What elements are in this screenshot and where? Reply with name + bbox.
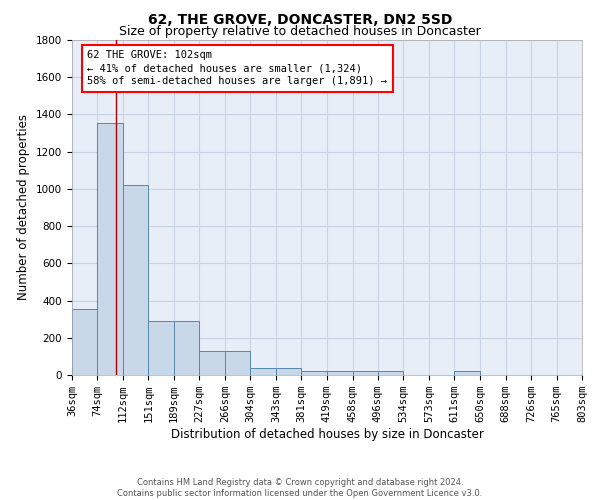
Bar bbox=[353, 372, 378, 375]
Bar bbox=[225, 351, 250, 375]
Bar bbox=[326, 372, 353, 375]
Bar bbox=[97, 123, 122, 375]
Bar bbox=[148, 321, 174, 375]
Bar bbox=[378, 372, 403, 375]
Text: 62 THE GROVE: 102sqm
← 41% of detached houses are smaller (1,324)
58% of semi-de: 62 THE GROVE: 102sqm ← 41% of detached h… bbox=[88, 50, 388, 86]
Bar bbox=[301, 372, 326, 375]
Bar bbox=[454, 372, 480, 375]
Bar bbox=[122, 185, 148, 375]
X-axis label: Distribution of detached houses by size in Doncaster: Distribution of detached houses by size … bbox=[170, 428, 484, 441]
Bar bbox=[72, 309, 97, 375]
Y-axis label: Number of detached properties: Number of detached properties bbox=[17, 114, 31, 300]
Text: 62, THE GROVE, DONCASTER, DN2 5SD: 62, THE GROVE, DONCASTER, DN2 5SD bbox=[148, 12, 452, 26]
Bar bbox=[276, 368, 301, 375]
Bar bbox=[199, 351, 225, 375]
Bar bbox=[250, 368, 276, 375]
Text: Size of property relative to detached houses in Doncaster: Size of property relative to detached ho… bbox=[119, 25, 481, 38]
Text: Contains HM Land Registry data © Crown copyright and database right 2024.
Contai: Contains HM Land Registry data © Crown c… bbox=[118, 478, 482, 498]
Bar bbox=[174, 321, 199, 375]
